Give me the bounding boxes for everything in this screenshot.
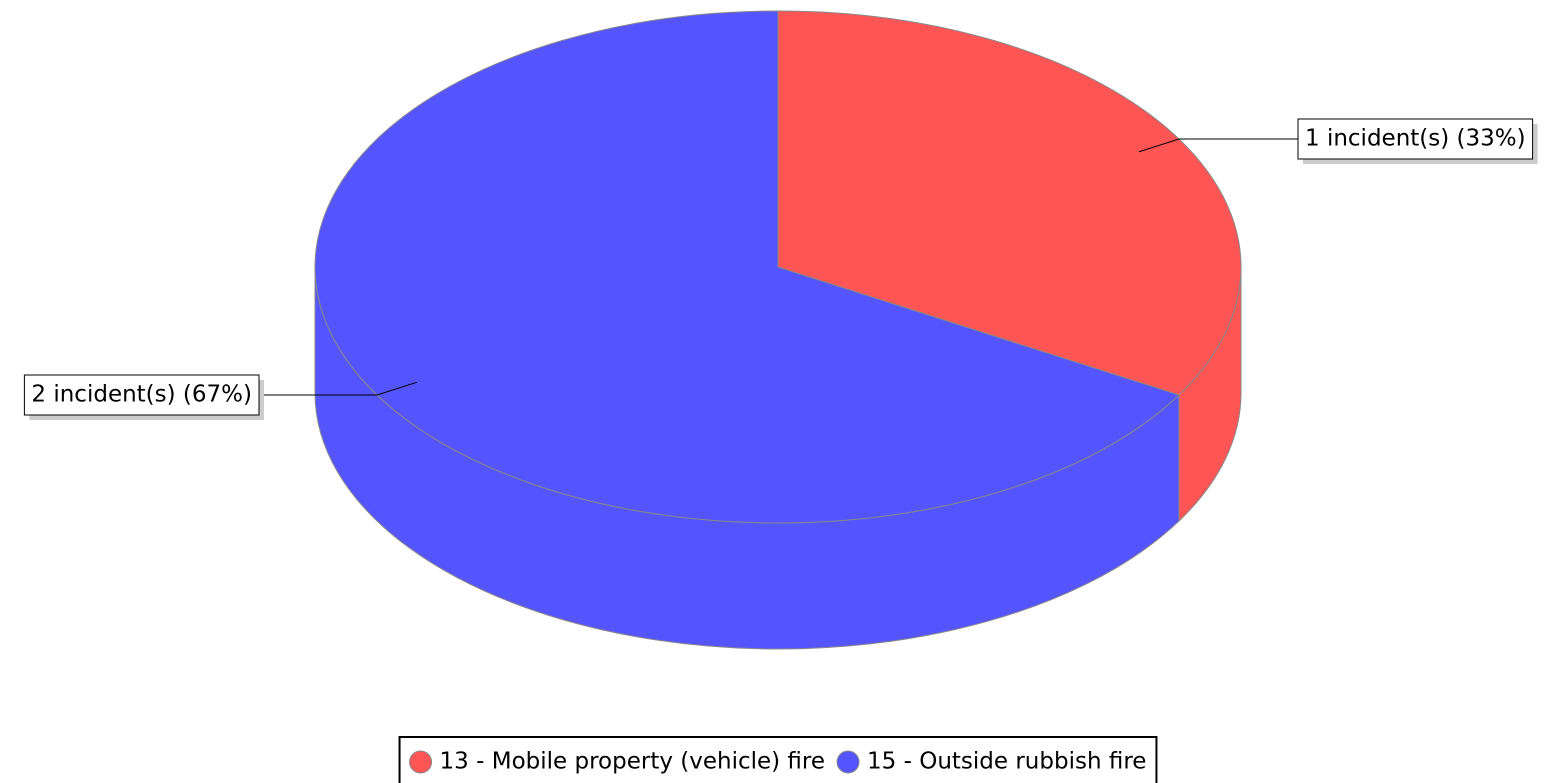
data-label: 2 incident(s) (67%) xyxy=(23,374,418,420)
legend-label: 15 - Outside rubbish fire xyxy=(867,749,1146,775)
leader-line xyxy=(259,381,418,396)
data-label: 1 incident(s) (33%) xyxy=(1138,118,1538,164)
data-label-text: 1 incident(s) (33%) xyxy=(1305,126,1526,152)
data-label-text: 2 incident(s) (67%) xyxy=(31,382,252,408)
legend-label: 13 - Mobile property (vehicle) fire xyxy=(440,749,825,775)
leader-line xyxy=(1138,138,1298,153)
legend-swatch xyxy=(836,750,860,774)
legend-swatch xyxy=(409,750,433,774)
legend: 13 - Mobile property (vehicle) fire 15 - … xyxy=(398,736,1158,783)
legend-box xyxy=(398,736,1158,783)
label-box xyxy=(1297,118,1534,160)
label-box xyxy=(23,374,260,416)
